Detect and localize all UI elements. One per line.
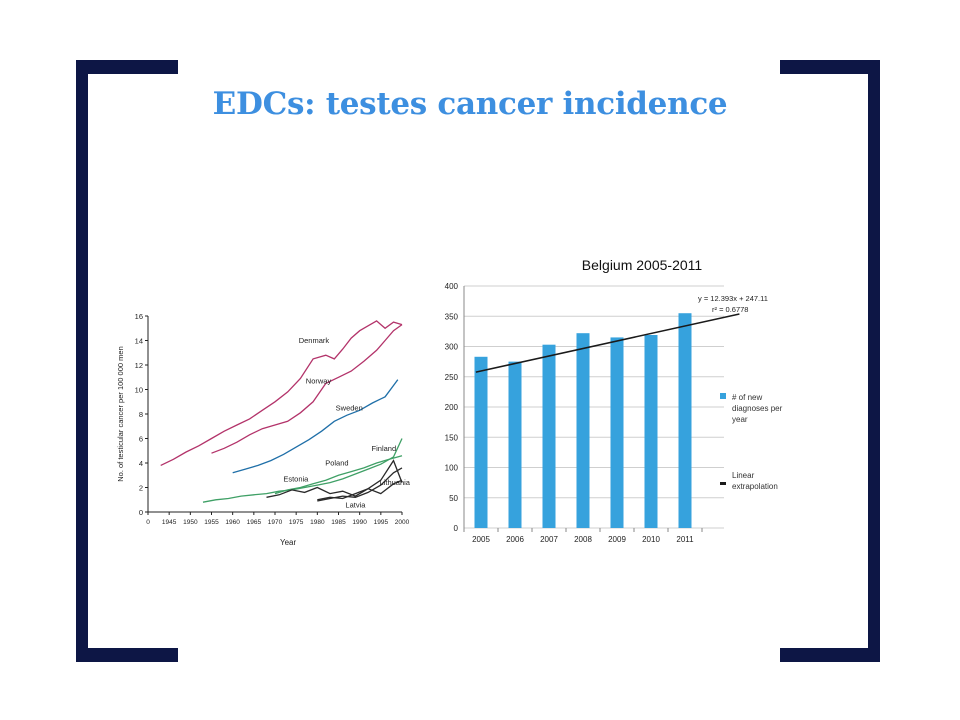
bar-2008 (576, 333, 590, 528)
line-chart-y-axis-label: No. of testicular cancer per 100 000 men (116, 346, 125, 482)
line-chart-axes: 0 2 4 6 8 10 12 14 16 0 1945 1950 1955 1960 1965 1970 19… (135, 312, 410, 526)
series-label-lithuania: Lithuania (380, 478, 410, 487)
line-series-estonia (266, 479, 403, 498)
bar-chart-x-tick-label: 2005 (472, 535, 490, 544)
line-chart-y-tick-label: 0 (139, 508, 143, 517)
line-chart-x-tick-label: 1945 (162, 519, 177, 526)
bar-chart-x-tick-label: 2011 (676, 535, 694, 544)
legend-bar-label: year (732, 415, 748, 424)
incidence-line-chart: 0 2 4 6 8 10 12 14 16 0 1945 1950 1955 1960 1965 1970 19… (116, 312, 410, 547)
series-label-poland: Poland (325, 459, 348, 468)
bar-chart-x-tick-label: 2009 (608, 535, 626, 544)
line-chart-x-tick-label: 1985 (331, 519, 346, 526)
line-chart-x-tick-label: 1975 (289, 519, 304, 526)
legend-trend-label: extrapolation (732, 482, 778, 491)
line-series-poland (274, 455, 403, 495)
slide-title: EDCs: testes cancer incidence (212, 86, 728, 122)
bar-2005 (474, 356, 488, 528)
line-series-finland (202, 438, 403, 503)
legend-bar-swatch (720, 393, 726, 399)
line-chart-y-tick-label: 8 (139, 410, 143, 419)
bar-2011 (678, 313, 692, 528)
line-chart-x-tick-label: 1980 (310, 519, 325, 526)
series-label-latvia: Latvia (345, 501, 366, 510)
series-label-norway: Norway (306, 376, 332, 385)
line-chart-x-tick-label: 1990 (352, 519, 367, 526)
line-chart-y-tick-label: 6 (139, 435, 143, 444)
bar-chart-x-tick-label: 2010 (642, 535, 660, 544)
bar-chart-y-tick-label: 150 (445, 433, 459, 442)
trendline-r-squared: r² = 0.6778 (712, 305, 748, 314)
bar-chart-bars: 2005 2006 2007 2008 2009 2010 2011 (463, 313, 703, 544)
line-chart-x-tick-label: 1995 (374, 519, 389, 526)
series-label-denmark: Denmark (299, 336, 330, 345)
line-chart-y-tick-label: 12 (135, 361, 143, 370)
bar-chart-legend: # of new diagnoses per year Linear extrapola… (720, 393, 783, 491)
line-series-sweden (232, 379, 399, 474)
bar-chart-y-tick-label: 400 (445, 282, 459, 291)
line-chart-x-tick-label: 1960 (225, 519, 240, 526)
line-chart-y-tick-label: 10 (135, 386, 143, 395)
line-chart-y-tick-label: 4 (139, 459, 143, 468)
belgium-bar-chart: Belgium 2005-2011 0 50 100 150 200 250 300 350 4… (445, 257, 783, 544)
line-chart-series-labels: Denmark Norway Sweden Finland Poland Estonia L… (283, 336, 410, 510)
left-bracket-vertical (76, 60, 88, 662)
bar-chart-y-tick-label: 0 (454, 524, 459, 533)
line-chart-x-tick-label: 0 (146, 519, 150, 526)
series-label-estonia: Estonia (283, 475, 309, 484)
bar-2006 (508, 361, 522, 528)
line-chart-y-tick-label: 2 (139, 484, 143, 493)
line-chart-y-tick-label: 16 (135, 312, 143, 321)
bar-chart-title: Belgium 2005-2011 (582, 257, 703, 273)
bar-chart-y-tick-label: 200 (445, 403, 459, 412)
bar-chart-y-tick-label: 300 (445, 343, 459, 352)
line-series-norway (211, 324, 403, 454)
line-chart-x-tick-label: 1970 (268, 519, 283, 526)
line-chart-x-tick-label: 1965 (247, 519, 262, 526)
legend-trend-label: Linear (732, 471, 755, 480)
line-chart-x-tick-label: 1950 (183, 519, 198, 526)
bar-2010 (644, 335, 658, 528)
bar-chart-x-tick-label: 2008 (574, 535, 592, 544)
bar-2009 (610, 337, 624, 528)
legend-trend-swatch (720, 482, 726, 485)
bar-2007 (542, 344, 556, 528)
line-series-denmark (160, 320, 403, 466)
legend-bar-label: # of new (732, 393, 762, 402)
bar-chart-trendline (475, 313, 740, 373)
left-bracket-bottom (76, 648, 178, 662)
line-chart-series (160, 320, 403, 503)
series-label-finland: Finland (372, 444, 397, 453)
right-bracket-vertical (868, 60, 880, 662)
trendline-equation: y = 12.393x + 247.11 (698, 294, 768, 303)
bar-chart-y-tick-label: 100 (445, 464, 459, 473)
line-chart-x-axis-label: Year (280, 538, 297, 547)
line-chart-x-tick-label: 2000 (395, 519, 410, 526)
trendline (475, 313, 740, 373)
left-bracket-top (76, 60, 178, 74)
line-chart-x-tick-label: 1955 (204, 519, 219, 526)
bar-chart-y-tick-label: 350 (445, 312, 459, 321)
legend-bar-label: diagnoses per (732, 404, 783, 413)
line-chart-y-tick-label: 14 (135, 337, 143, 346)
series-label-sweden: Sweden (336, 403, 363, 412)
line-series-lithuania (317, 467, 403, 502)
right-bracket-bottom (780, 648, 880, 662)
bar-chart-x-tick-label: 2006 (506, 535, 524, 544)
bar-chart-x-tick-label: 2007 (540, 535, 558, 544)
right-bracket-top (780, 60, 880, 74)
bar-chart-y-tick-label: 250 (445, 373, 459, 382)
bar-chart-y-tick-label: 50 (449, 494, 458, 503)
